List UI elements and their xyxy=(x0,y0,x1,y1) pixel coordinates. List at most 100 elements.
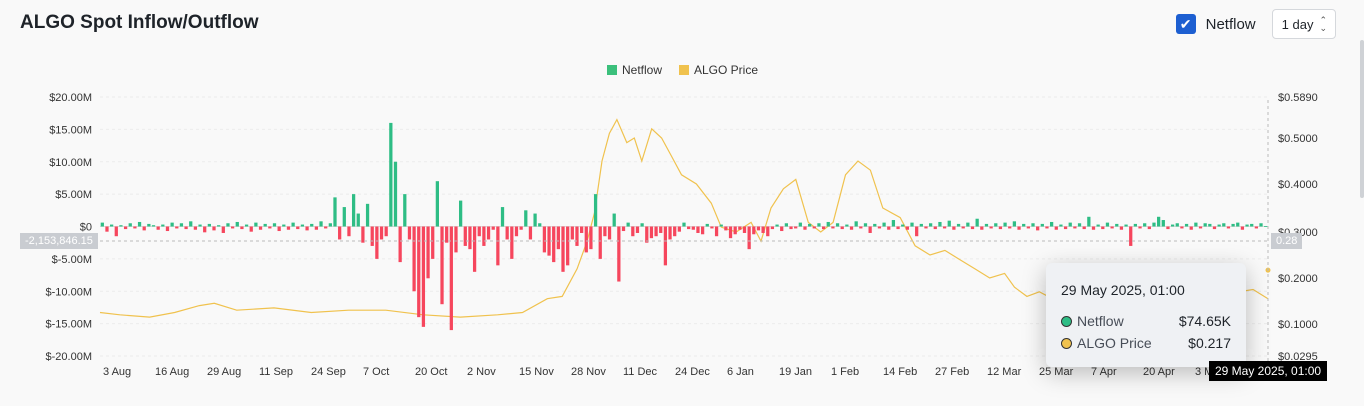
netflow-bar xyxy=(496,226,500,266)
x-tick-label: 20 Oct xyxy=(415,366,447,378)
netflow-bar xyxy=(1049,221,1054,227)
netflow-bar xyxy=(403,194,407,227)
netflow-bar xyxy=(733,226,737,235)
netflow-bar xyxy=(240,226,244,230)
netflow-bar xyxy=(663,226,668,266)
netflow-bar xyxy=(705,223,709,227)
netflow-bar xyxy=(915,226,919,237)
netflow-bar xyxy=(528,226,533,240)
netflow-bar xyxy=(570,226,574,240)
netflow-bar xyxy=(137,221,142,227)
netflow-bar xyxy=(677,226,681,232)
netflow-bar xyxy=(389,122,393,227)
netflow-bar xyxy=(794,226,798,229)
netflow-bar xyxy=(635,226,640,233)
netflow-bar xyxy=(235,221,239,227)
netflow-bar xyxy=(803,226,807,230)
netflow-bar xyxy=(1170,224,1175,227)
netflow-bar xyxy=(617,226,621,282)
netflow-bar xyxy=(710,226,714,229)
netflow-bar xyxy=(552,226,556,263)
netflow-bar xyxy=(342,207,346,227)
netflow-bar xyxy=(328,223,332,227)
netflow-bar xyxy=(114,226,118,237)
netflow-bar xyxy=(333,197,337,227)
netflow-checkbox[interactable]: ✔ xyxy=(1175,14,1196,34)
netflow-bar xyxy=(110,224,114,227)
netflow-bar xyxy=(230,226,235,229)
netflow-bar xyxy=(249,226,253,232)
netflow-bar xyxy=(747,226,751,250)
netflow-checkbox-label[interactable]: Netflow xyxy=(1205,15,1256,33)
netflow-bar xyxy=(929,223,933,227)
netflow-bar xyxy=(189,221,193,227)
page-scrollbar[interactable] xyxy=(1360,40,1364,198)
tooltip-netflow-label: Netflow xyxy=(1077,313,1124,329)
netflow-bar xyxy=(193,226,198,230)
tooltip-time: 29 May 2025, 01:00 xyxy=(1061,282,1185,298)
netflow-bar xyxy=(244,224,249,227)
x-tick-label: 3 Aug xyxy=(103,366,131,378)
netflow-bar xyxy=(486,226,491,240)
y-left-tick-label: $-10.00M xyxy=(46,286,92,298)
netflow-bar xyxy=(561,226,565,272)
page-title: ALGO Spot Inflow/Outflow xyxy=(20,12,259,33)
netflow-bar xyxy=(1245,224,1249,227)
chart-tooltip: 29 May 2025, 01:00 Netflow $74.65K ALGO … xyxy=(1046,263,1246,367)
netflow-bar xyxy=(1212,226,1217,230)
netflow-bar xyxy=(742,226,747,233)
x-tick-label: 6 Jan xyxy=(727,366,754,378)
netflow-bar xyxy=(268,226,272,229)
x-tick-label: 1 Feb xyxy=(831,366,859,378)
netflow-bar xyxy=(119,225,123,227)
netflow-bar xyxy=(612,213,616,227)
netflow-bar xyxy=(901,224,905,227)
netflow-bar xyxy=(547,226,551,256)
netflow-bar xyxy=(514,226,519,237)
netflow-bar xyxy=(542,226,547,253)
netflow-bar xyxy=(384,226,388,237)
netflow-bar xyxy=(165,226,170,232)
netflow-bar xyxy=(1017,226,1021,230)
netflow-bar xyxy=(338,226,342,240)
netflow-bar xyxy=(1110,226,1114,229)
y-left-tick-label: $10.00M xyxy=(49,157,92,169)
netflow-bar xyxy=(519,226,523,230)
netflow-bar xyxy=(873,223,877,227)
netflow-bar xyxy=(468,226,472,250)
netflow-bar xyxy=(305,226,309,231)
netflow-bar xyxy=(593,194,598,227)
netflow-bar xyxy=(505,226,509,240)
netflow-bar xyxy=(1054,226,1058,230)
netflow-bar xyxy=(1166,226,1170,230)
netflow-bar xyxy=(812,226,816,229)
netflow-bar xyxy=(179,223,184,227)
netflow-bar xyxy=(631,226,635,237)
interval-select-value: 1 day xyxy=(1281,16,1314,32)
interval-select[interactable]: 1 day ⌃ ⌄ xyxy=(1271,9,1336,39)
x-tick-label: 11 Dec xyxy=(623,366,658,378)
y-right-tick-label: $0.5890 xyxy=(1278,92,1318,104)
netflow-bar xyxy=(877,226,882,229)
netflow-bar xyxy=(1203,223,1207,227)
netflow-bar xyxy=(147,223,151,227)
netflow-bar xyxy=(621,226,626,232)
netflow-bar xyxy=(375,226,379,259)
netflow-bar xyxy=(170,222,174,227)
netflow-bar xyxy=(207,223,211,227)
netflow-bar xyxy=(859,226,863,229)
netflow-bar xyxy=(714,226,719,237)
netflow-bar xyxy=(156,226,160,230)
netflow-bar xyxy=(1226,226,1231,229)
netflow-bar xyxy=(510,226,514,259)
netflow-bar xyxy=(212,226,216,231)
netflow-bar xyxy=(1236,222,1240,227)
y-left-tick-label: $5.00M xyxy=(55,189,92,201)
netflow-bar xyxy=(947,220,951,227)
netflow-bar xyxy=(272,223,277,227)
legend-label-1: ALGO Price xyxy=(694,63,758,77)
netflow-bar xyxy=(1101,226,1105,230)
x-tick-label: 24 Dec xyxy=(675,366,710,378)
netflow-bar xyxy=(626,222,630,227)
